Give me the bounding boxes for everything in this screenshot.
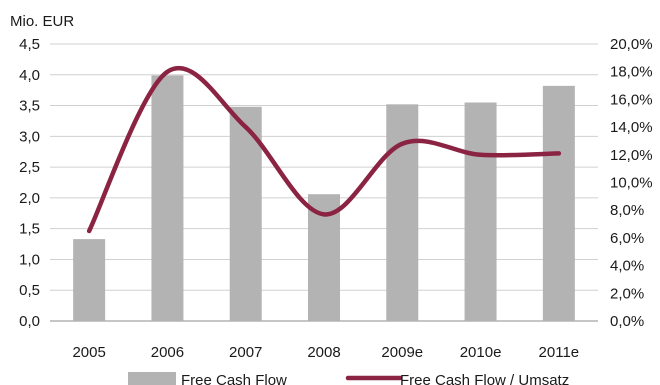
- line-point: [322, 212, 326, 216]
- y2-tick-label: 20,0%: [610, 36, 653, 53]
- bar-series: [73, 75, 575, 321]
- y2-tick-label: 4,0%: [610, 258, 644, 275]
- bar: [386, 104, 419, 321]
- bar: [542, 85, 575, 321]
- legend: Free Cash Flow Free Cash Flow / Umsatz: [128, 372, 569, 385]
- y-tick-label: 1,5: [19, 221, 40, 238]
- x-tick-label: 2007: [229, 344, 262, 361]
- x-tick-label: 2008: [307, 344, 340, 361]
- bar: [464, 102, 497, 321]
- y-axis-left: 0,0 0,5 1,0 1,5 2,0 2,5 3,0 3,5 4,0 4,5: [19, 36, 40, 330]
- series-line: [86, 65, 562, 234]
- y2-tick-label: 16,0%: [610, 91, 653, 108]
- line-series: [86, 65, 562, 234]
- y2-tick-label: 10,0%: [610, 175, 653, 192]
- y-tick-label: 1,0: [19, 251, 40, 268]
- legend-label-bar: Free Cash Flow: [181, 372, 287, 385]
- y2-tick-label: 14,0%: [610, 119, 653, 136]
- y-tick-label: 4,0: [19, 67, 40, 84]
- y2-tick-label: 0,0%: [610, 313, 644, 330]
- x-tick-label: 2005: [72, 344, 105, 361]
- bar: [151, 75, 184, 321]
- line-point: [87, 229, 91, 233]
- y2-tick-label: 18,0%: [610, 64, 653, 81]
- x-tick-label: 2009e: [381, 344, 423, 361]
- x-tick-label: 2010e: [460, 344, 502, 361]
- x-tick-label: 2011e: [539, 344, 580, 361]
- x-tick-label: 2006: [151, 344, 184, 361]
- y-tick-label: 3,5: [19, 98, 40, 115]
- legend-label-line: Free Cash Flow / Umsatz: [400, 372, 569, 385]
- y2-tick-label: 12,0%: [610, 147, 653, 164]
- y-tick-label: 3,0: [19, 128, 40, 145]
- x-axis: 2005 2006 2007 2008 2009e 2010e 2011e: [72, 344, 579, 361]
- legend-swatch-bar: [128, 372, 176, 385]
- y2-tick-label: 2,0%: [610, 285, 644, 302]
- line-point: [244, 125, 248, 129]
- line-point: [165, 70, 169, 74]
- line-point: [479, 153, 483, 157]
- y-tick-label: 2,5: [19, 159, 40, 176]
- y-axis-right: 0,0% 2,0% 4,0% 6,0% 8,0% 10,0% 12,0% 14,0% 16,0%…: [610, 36, 653, 330]
- bar: [73, 239, 106, 321]
- y-tick-label: 2,0: [19, 190, 40, 207]
- y2-tick-label: 8,0%: [610, 202, 644, 219]
- y-tick-label: 0,5: [19, 282, 40, 299]
- y-tick-label: 4,5: [19, 36, 40, 53]
- line-point: [400, 142, 404, 146]
- y-axis-unit-label: Mio. EUR: [10, 13, 74, 30]
- y2-tick-label: 6,0%: [610, 230, 644, 247]
- y-tick-label: 0,0: [19, 313, 40, 330]
- line-point: [557, 151, 561, 155]
